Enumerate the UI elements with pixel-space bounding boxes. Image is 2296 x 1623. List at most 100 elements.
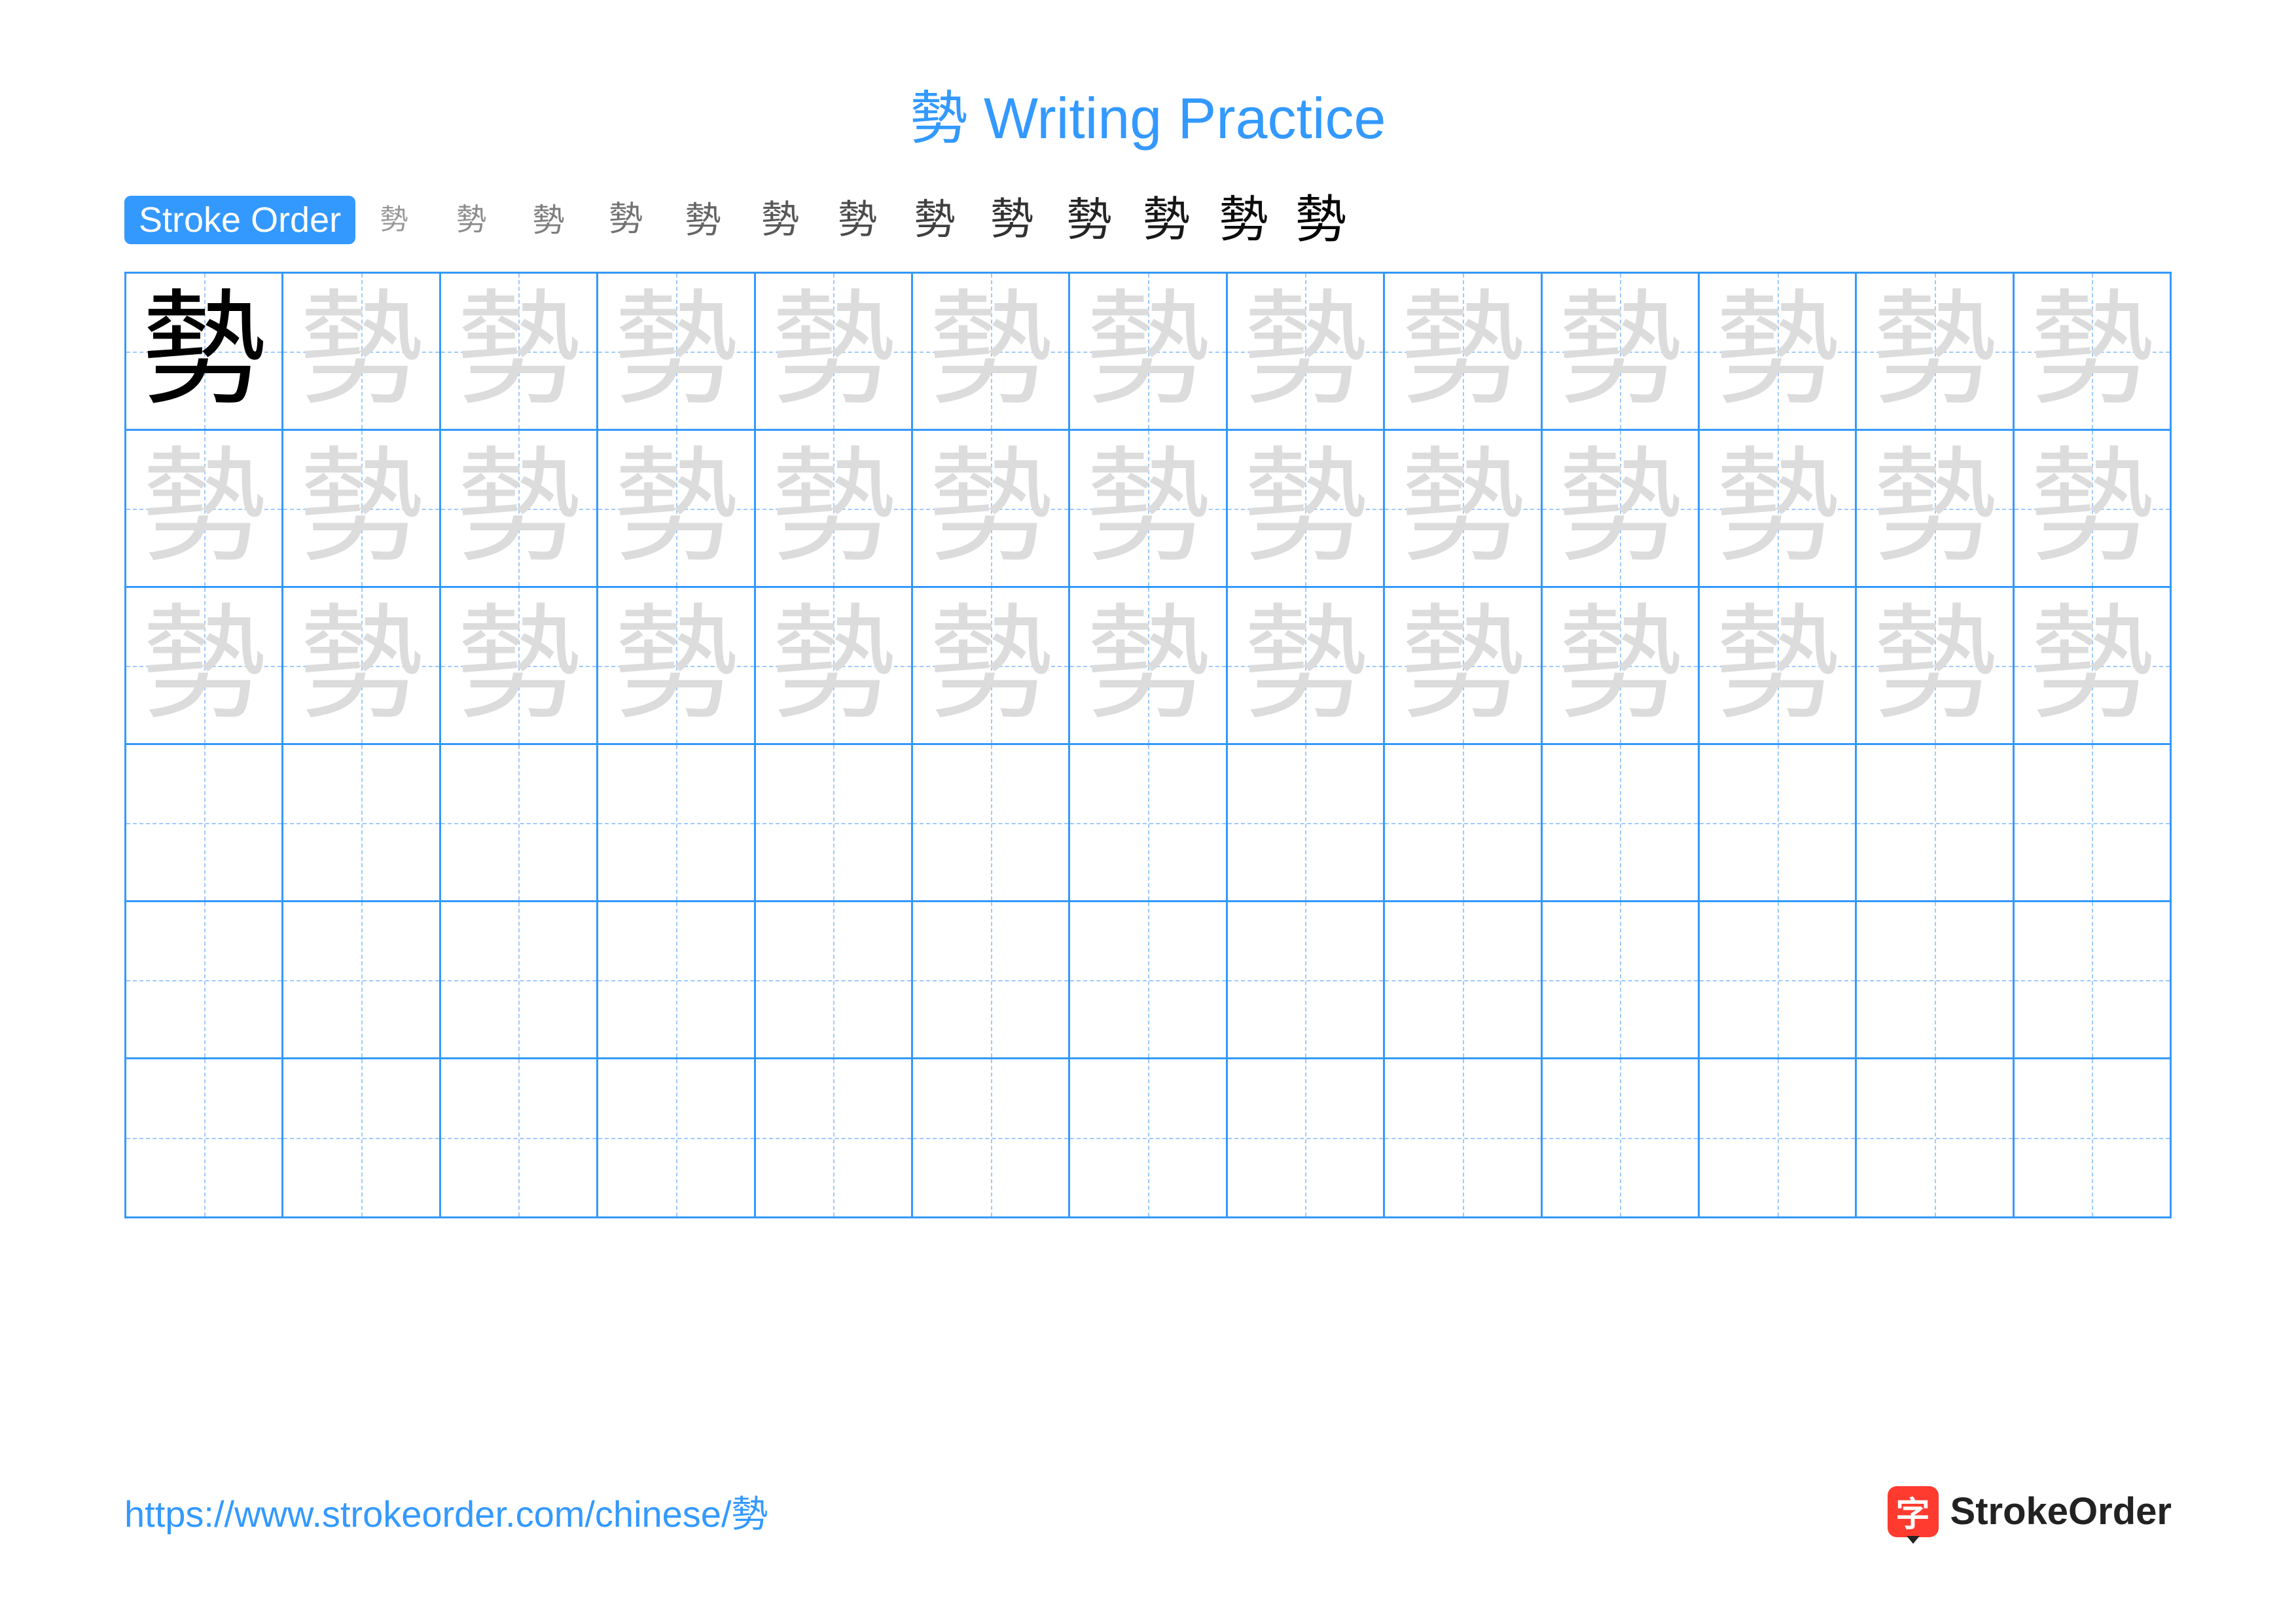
stroke-step: 勢 [751,201,810,239]
grid-cell: 勢 [441,274,598,431]
trace-glyph: 勢 [1857,431,2012,586]
trace-glyph: 勢 [2015,588,2170,743]
stroke-steps: 勢勢勢勢勢勢勢勢勢勢勢勢勢 [365,194,2172,246]
grid-cell: 勢 [913,431,1070,588]
grid-cell [1543,902,1700,1059]
trace-glyph: 勢 [913,588,1068,743]
title-rest: Writing Practice [968,86,1386,151]
grid-cell [1857,745,2014,902]
grid-cell [1857,902,2014,1059]
trace-glyph: 勢 [2015,431,2170,586]
trace-glyph: 勢 [756,274,911,429]
trace-glyph: 勢 [1385,274,1540,429]
trace-glyph: 勢 [1543,274,1698,429]
grid-cell [283,902,440,1059]
grid-cell [598,1059,755,1216]
grid-cell [1228,902,1385,1059]
grid-cell: 勢 [1857,588,2014,745]
grid-cell: 勢 [1070,431,1227,588]
example-glyph: 勢 [126,274,281,429]
trace-glyph: 勢 [1385,588,1540,743]
trace-glyph: 勢 [913,274,1068,429]
grid-cell [1700,1059,1857,1216]
grid-cell: 勢 [598,588,755,745]
stroke-order-badge: Stroke Order [124,196,355,244]
grid-cell [1543,1059,1700,1216]
grid-cell [1385,745,1542,902]
trace-glyph: 勢 [1700,431,1855,586]
grid-cell: 勢 [283,431,440,588]
trace-glyph: 勢 [1700,274,1855,429]
trace-glyph: 勢 [441,431,596,586]
trace-glyph: 勢 [1543,431,1698,586]
trace-glyph: 勢 [1385,431,1540,586]
grid-cell [756,1059,913,1216]
trace-glyph: 勢 [283,274,439,429]
grid-cell [1228,745,1385,902]
trace-glyph: 勢 [1228,588,1383,743]
trace-glyph: 勢 [598,431,753,586]
grid-cell [2015,745,2170,902]
page-title: 勢 Writing Practice [124,72,2172,155]
grid-cell: 勢 [2015,431,2170,588]
grid-row [126,1059,2170,1216]
grid-cell [1070,1059,1227,1216]
trace-glyph: 勢 [1070,431,1225,586]
grid-row: 勢勢勢勢勢勢勢勢勢勢勢勢勢 [126,588,2170,745]
grid-cell: 勢 [1700,274,1857,431]
grid-row [126,745,2170,902]
grid-cell: 勢 [283,274,440,431]
grid-cell: 勢 [1700,588,1857,745]
grid-cell: 勢 [756,431,913,588]
grid-cell: 勢 [1070,274,1227,431]
grid-cell: 勢 [283,588,440,745]
grid-cell [598,902,755,1059]
stroke-order-row: Stroke Order 勢勢勢勢勢勢勢勢勢勢勢勢勢 [124,194,2172,246]
stroke-step: 勢 [828,200,887,240]
trace-glyph: 勢 [756,431,911,586]
grid-cell: 勢 [2015,588,2170,745]
grid-cell: 勢 [2015,274,2170,431]
grid-row: 勢勢勢勢勢勢勢勢勢勢勢勢勢 [126,431,2170,588]
stroke-step: 勢 [1291,194,1350,246]
trace-glyph: 勢 [283,588,439,743]
stroke-step: 勢 [905,200,964,241]
stroke-step: 勢 [365,206,423,234]
grid-cell: 勢 [1228,274,1385,431]
stroke-step: 勢 [1060,198,1119,243]
grid-cell [2015,1059,2170,1216]
trace-glyph: 勢 [1070,274,1225,429]
grid-cell: 勢 [913,588,1070,745]
grid-row [126,902,2170,1059]
grid-cell: 勢 [1070,588,1227,745]
grid-cell [1070,902,1227,1059]
grid-cell [441,1059,598,1216]
grid-cell [126,902,283,1059]
trace-glyph: 勢 [1857,274,2012,429]
grid-cell: 勢 [1385,588,1542,745]
trace-glyph: 勢 [441,588,596,743]
stroke-step: 勢 [1137,196,1196,244]
grid-cell [283,745,440,902]
grid-cell [441,745,598,902]
grid-cell: 勢 [126,274,283,431]
grid-cell: 勢 [1543,431,1700,588]
grid-cell: 勢 [1228,431,1385,588]
grid-row: 勢勢勢勢勢勢勢勢勢勢勢勢勢 [126,274,2170,431]
stroke-step: 勢 [982,198,1041,242]
stroke-step: 勢 [1214,196,1273,245]
grid-cell [756,902,913,1059]
title-character: 勢 [910,86,967,151]
trace-glyph: 勢 [2015,274,2170,429]
trace-glyph: 勢 [913,431,1068,586]
grid-cell: 勢 [1385,274,1542,431]
grid-cell: 勢 [1700,431,1857,588]
logo-text: StrokeOrder [1950,1489,2172,1533]
stroke-step: 勢 [596,203,655,237]
logo-icon: 字 [1888,1486,1939,1537]
grid-cell [913,902,1070,1059]
trace-glyph: 勢 [1857,588,2012,743]
grid-cell: 勢 [598,274,755,431]
grid-cell: 勢 [1857,431,2014,588]
grid-cell [283,1059,440,1216]
